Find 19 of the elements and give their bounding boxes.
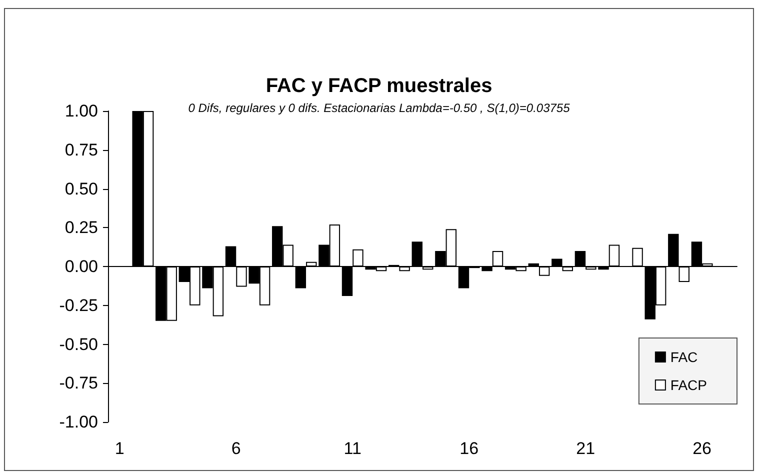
legend-label: FAC <box>670 349 698 365</box>
legend-label: FACP <box>670 377 708 393</box>
chart-subtitle: 0 Difs, regulares y 0 difs. Estacionarias Lambda=-0.50 , S(1,0)=0.03755 <box>188 101 570 115</box>
y-tick-label: 0.50 <box>64 179 98 198</box>
y-tick-label: -0.50 <box>59 334 98 354</box>
y-tick-label: 1.00 <box>64 102 98 120</box>
x-tick-label: 16 <box>460 439 479 458</box>
chart-title: FAC y FACP muestrales <box>266 75 492 97</box>
y-tick-label: -0.25 <box>59 296 98 315</box>
y-tick-label: 0.25 <box>64 218 98 238</box>
x-tick-label: 21 <box>576 439 596 458</box>
y-tick-label: 0.00 <box>64 257 98 276</box>
x-tick-label: 26 <box>692 439 712 458</box>
y-tick-label: -0.75 <box>59 374 98 393</box>
x-tick-label: 6 <box>231 439 241 458</box>
y-tick-label: 0.75 <box>64 140 98 160</box>
x-tick-label: 11 <box>344 439 362 458</box>
x-tick-label: 1 <box>114 439 124 458</box>
y-tick-label: -1.00 <box>59 412 98 432</box>
